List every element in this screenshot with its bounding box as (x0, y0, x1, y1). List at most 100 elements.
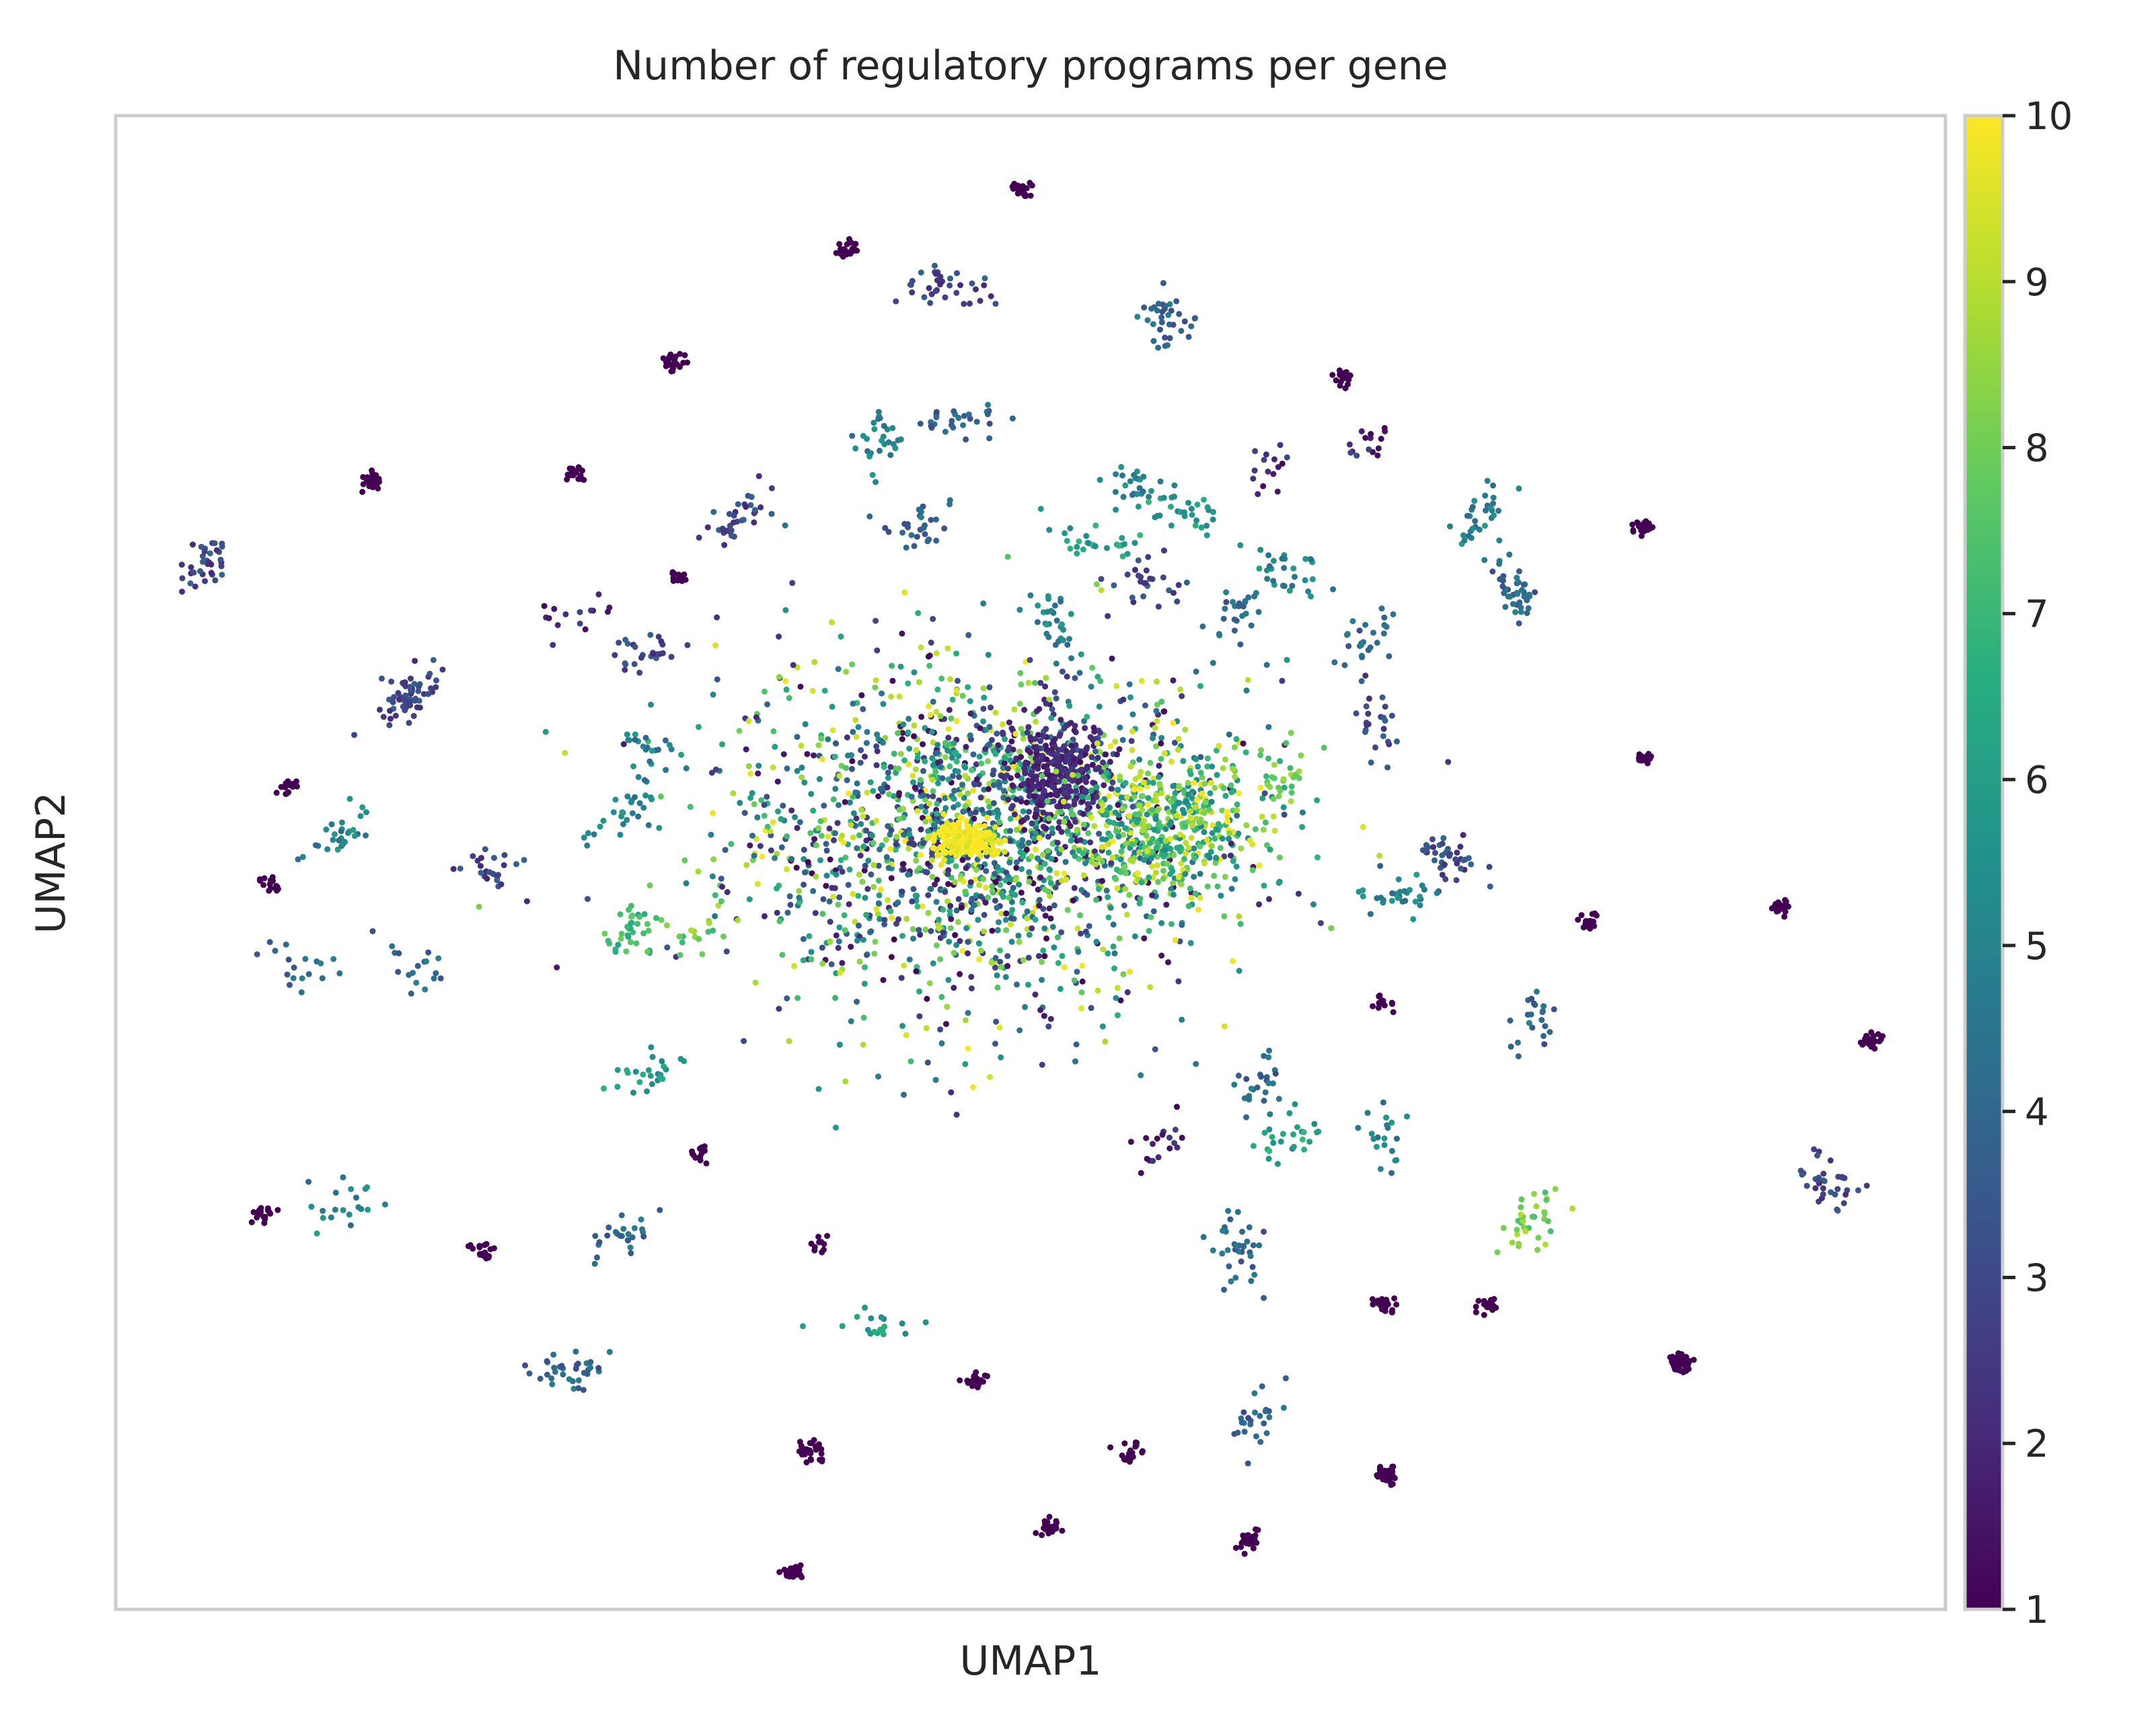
scatter-point (1042, 913, 1049, 919)
scatter-point (1160, 708, 1167, 715)
scatter-point (1071, 845, 1078, 851)
scatter-point (1545, 1218, 1551, 1225)
scatter-point (338, 819, 345, 826)
scatter-point (936, 851, 942, 858)
scatter-point (990, 771, 996, 777)
scatter-point (832, 786, 839, 792)
scatter-point (1109, 854, 1116, 861)
scatter-point (1084, 714, 1090, 720)
scatter-point (650, 650, 657, 657)
scatter-point (862, 753, 868, 760)
scatter-point (406, 972, 412, 979)
scatter-point (1834, 1186, 1841, 1192)
scatter-point (1370, 629, 1376, 636)
scatter-point (1105, 613, 1111, 619)
scatter-point (1156, 781, 1163, 788)
scatter-point (1168, 504, 1174, 510)
scatter-point (945, 734, 952, 741)
scatter-point (1234, 1209, 1241, 1215)
scatter-point (953, 1112, 960, 1118)
scatter-point (1043, 726, 1049, 732)
scatter-point (201, 548, 208, 555)
scatter-point (1781, 913, 1788, 920)
scatter-point (1167, 835, 1174, 842)
scatter-point (776, 634, 782, 640)
scatter-point (951, 804, 957, 810)
scatter-point (994, 984, 1001, 991)
scatter-point (1018, 775, 1025, 782)
scatter-point (961, 794, 967, 801)
scatter-point (986, 741, 992, 748)
scatter-point (1374, 1297, 1381, 1304)
scatter-point (1265, 468, 1271, 475)
scatter-point (564, 476, 570, 483)
scatter-point (1137, 786, 1144, 792)
scatter-point (1197, 843, 1203, 850)
scatter-point (1007, 815, 1014, 822)
scatter-point (1439, 841, 1446, 847)
scatter-point (1210, 1247, 1216, 1254)
scatter-point (1841, 1200, 1847, 1207)
scatter-point (952, 879, 959, 886)
scatter-point (1001, 760, 1008, 767)
scatter-point (1074, 772, 1081, 779)
scatter-point (836, 894, 843, 901)
scatter-point (1096, 729, 1103, 736)
scatter-point (761, 802, 768, 808)
scatter-point (628, 903, 634, 909)
scatter-point (1201, 860, 1207, 867)
scatter-point (1139, 806, 1146, 813)
scatter-point (192, 583, 198, 590)
scatter-point (1007, 921, 1014, 928)
scatter-point (721, 541, 728, 548)
scatter-point (1129, 841, 1136, 847)
scatter-point (487, 1246, 494, 1252)
scatter-point (1458, 866, 1464, 872)
scatter-point (1210, 517, 1216, 523)
scatter-point (1168, 522, 1175, 529)
scatter-point (1160, 574, 1166, 581)
scatter-point (389, 943, 396, 950)
scatter-point (1113, 683, 1120, 689)
scatter-point (1529, 1213, 1536, 1220)
scatter-point (1526, 591, 1532, 598)
scatter-point (1812, 1185, 1819, 1192)
scatter-point (1101, 782, 1107, 788)
scatter-point (1161, 547, 1167, 554)
scatter-point (947, 903, 954, 909)
scatter-point (783, 866, 790, 872)
scatter-point (1110, 943, 1117, 950)
scatter-point (737, 800, 743, 806)
scatter-point (283, 782, 289, 789)
scatter-point (1307, 556, 1314, 562)
scatter-point (778, 816, 784, 823)
scatter-point (1041, 925, 1048, 931)
scatter-point (918, 714, 925, 720)
scatter-point (1542, 1241, 1549, 1248)
scatter-point (786, 893, 793, 900)
scatter-point (885, 896, 891, 903)
scatter-point (981, 823, 988, 829)
scatter-point (1053, 768, 1060, 775)
scatter-point (287, 982, 293, 988)
scatter-point (981, 928, 988, 935)
scatter-point (1093, 783, 1100, 790)
scatter-point (1123, 870, 1129, 876)
scatter-point (1270, 796, 1277, 802)
scatter-point (886, 791, 893, 798)
scatter-point (400, 703, 406, 710)
scatter-point (1171, 1140, 1178, 1147)
scatter-point (1267, 1111, 1273, 1118)
scatter-point (865, 857, 872, 864)
scatter-point (975, 917, 981, 923)
scatter-point (1234, 812, 1240, 819)
scatter-point (823, 882, 829, 889)
scatter-point (1024, 908, 1031, 915)
scatter-point (1043, 756, 1050, 763)
scatter-point (1243, 822, 1250, 829)
scatter-point (289, 781, 295, 788)
scatter-point (1031, 744, 1037, 751)
scatter-point (990, 841, 996, 847)
scatter-point (1221, 853, 1228, 859)
scatter-point (1272, 1071, 1279, 1077)
